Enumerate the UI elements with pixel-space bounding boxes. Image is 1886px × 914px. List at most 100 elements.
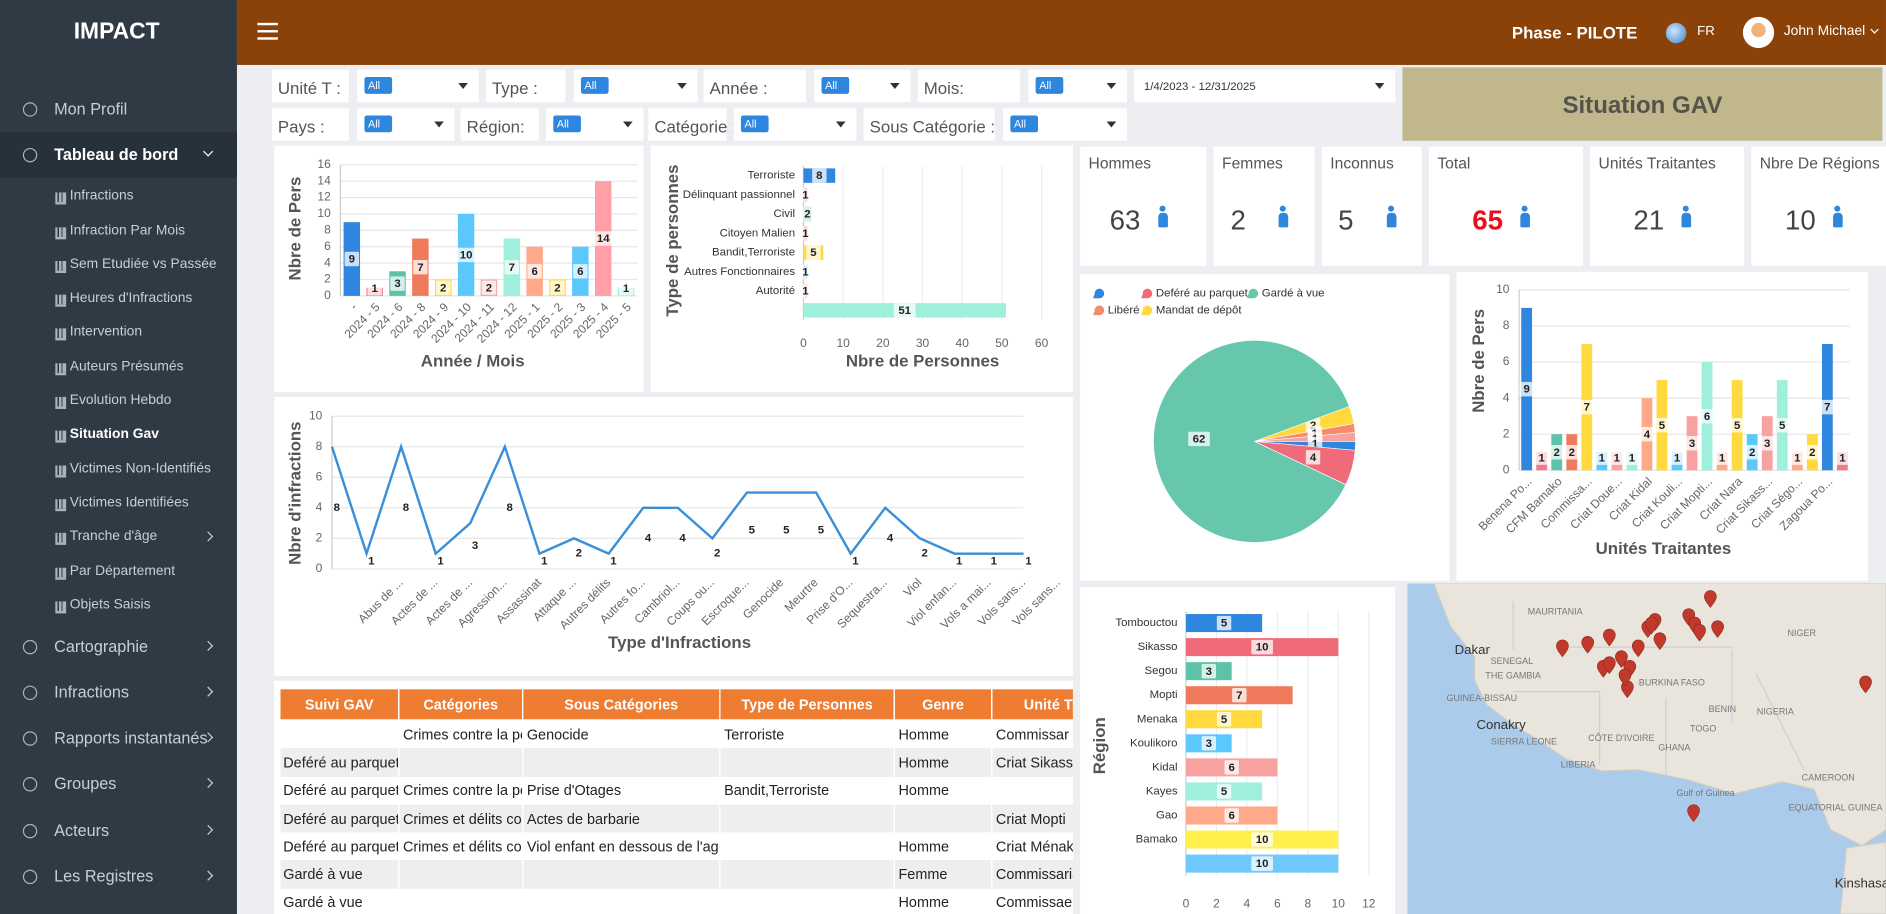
submenu-label[interactable]: Victimes Non-Identifiés — [69, 461, 211, 476]
menu-label[interactable]: Les Registres — [54, 866, 154, 886]
y-tick-label: 10 — [309, 408, 323, 422]
menu-icon — [22, 102, 38, 117]
filter-value[interactable]: All — [1035, 76, 1064, 94]
y-tick-label: Autorité — [756, 285, 795, 297]
table-cell: Crimes et délits con — [398, 804, 524, 833]
chevron — [202, 686, 214, 697]
submenu-label[interactable]: Infractions — [69, 189, 134, 204]
submenu-label[interactable]: Evolution Hebdo — [69, 393, 172, 408]
filter-select[interactable]: All — [546, 108, 644, 141]
menu-label[interactable]: Mon Profil — [54, 99, 128, 118]
table-cell: Genocide — [522, 719, 721, 749]
filter-select[interactable]: All — [814, 69, 911, 103]
submenu-label[interactable]: Auteurs Présumés — [69, 359, 184, 374]
data-label: 5 — [1779, 420, 1786, 432]
panel-title: Situation GAV — [1402, 67, 1883, 141]
x-tick-label: 30 — [916, 336, 930, 350]
data-label-box — [1216, 712, 1232, 727]
filter-select[interactable]: All — [357, 108, 455, 141]
menu-label[interactable]: Rapports instantanés — [54, 729, 208, 748]
submenu-label[interactable]: Par Département — [69, 563, 176, 578]
submenu-icon — [55, 328, 67, 341]
table-cell: Homme — [894, 776, 993, 805]
filter-value[interactable]: All — [553, 115, 581, 133]
data-label: 51 — [898, 305, 911, 317]
legend-marker — [1142, 288, 1153, 299]
y-tick-label: 2 — [1503, 426, 1510, 440]
date-range-select[interactable]: 1/4/2023 - 12/31/2025 — [1134, 69, 1396, 103]
submenu-icon — [55, 294, 67, 307]
table-cell: Viol enfant en dessous de l'age — [522, 832, 721, 861]
y-tick-label: 0 — [1503, 462, 1510, 476]
chart-panel — [274, 396, 1073, 676]
x-tick-label: 4 — [1244, 897, 1251, 911]
submenu-label[interactable]: Infraction Par Mois — [69, 223, 186, 238]
data-label: 4 — [645, 532, 652, 544]
menu-icon — [22, 777, 38, 792]
caret — [1106, 82, 1117, 90]
filter-label: Mois: — [917, 69, 1020, 103]
y-tick-label: 8 — [1503, 318, 1510, 332]
language-icon[interactable] — [1665, 22, 1687, 44]
filter-select[interactable]: All — [1028, 69, 1128, 103]
table-cell: Commissaria — [991, 860, 1073, 889]
y-tick-label: Délinquant passionnel — [683, 189, 795, 201]
data-label-box — [1216, 615, 1232, 631]
submenu-label[interactable]: Intervention — [69, 325, 143, 340]
data-label-box — [481, 280, 497, 295]
menu-label[interactable]: Acteurs — [54, 821, 110, 840]
data-label: 1 — [1539, 452, 1546, 464]
user-caret[interactable] — [1870, 25, 1879, 34]
map-label: NIGER — [1788, 628, 1817, 638]
filter-value[interactable]: All — [364, 115, 393, 133]
data-label-box — [1251, 832, 1273, 847]
data-label: 6 — [1228, 762, 1234, 774]
chevron — [202, 870, 214, 881]
date-range[interactable]: 1/4/2023 - 12/31/2025 — [1143, 80, 1256, 94]
y-tick-label: Bamako — [1136, 834, 1178, 846]
column-header: Catégories — [398, 688, 524, 721]
submenu-label[interactable]: Victimes Identifiées — [69, 495, 189, 510]
table-cell — [719, 804, 895, 833]
filter-value[interactable]: All — [821, 76, 850, 94]
filter-select[interactable]: All — [1003, 108, 1128, 141]
table-cell: Homme — [894, 748, 993, 777]
y-axis-title: Région — [1090, 717, 1109, 774]
language[interactable]: FR — [1697, 24, 1715, 39]
filter-select[interactable]: All — [573, 69, 698, 103]
y-tick-label: 0 — [324, 288, 331, 302]
filter-select[interactable]: All — [357, 69, 479, 103]
user-name[interactable]: John Michael — [1783, 24, 1866, 39]
menu-toggle[interactable] — [257, 22, 278, 26]
avatar[interactable] — [1742, 16, 1775, 49]
y-tick-label: 4 — [324, 255, 331, 269]
filter-value[interactable]: All — [580, 76, 609, 94]
submenu-label[interactable]: Heures d'Infractions — [69, 291, 193, 306]
y-tick-label: Sikasso — [1138, 641, 1178, 653]
data-label: 62 — [1193, 434, 1206, 446]
map-pin — [1704, 590, 1717, 608]
filter-select[interactable]: All — [733, 108, 857, 141]
filter-value[interactable]: All — [364, 76, 393, 94]
data-label: 8 — [507, 502, 513, 514]
submenu-label[interactable]: Tranche d'âge — [69, 529, 158, 544]
data-label-box — [1201, 736, 1217, 751]
menu-label[interactable]: Infractions — [54, 683, 130, 702]
data-label-box — [1820, 399, 1835, 415]
map-pin — [1687, 804, 1700, 822]
caret — [458, 82, 468, 90]
line — [330, 442, 1024, 558]
table-cell: Terroriste — [719, 719, 895, 749]
table-cell: Prise d'Otages — [522, 776, 721, 805]
submenu-label[interactable]: Objets Saisis — [69, 597, 151, 612]
submenu-label[interactable]: Sem Etudiée vs Passée — [69, 257, 217, 272]
menu-label[interactable]: Tableau de bord — [54, 145, 179, 164]
submenu-label[interactable]: Situation Gav — [69, 427, 159, 442]
menu-label[interactable]: Groupes — [54, 775, 117, 794]
filter-value[interactable]: All — [1010, 115, 1039, 133]
table: Suivi GAV Catégories Sous Catégories Type d… — [279, 688, 1073, 914]
filter-value[interactable]: All — [740, 115, 769, 133]
top-bar: Phase - PILOTE FR John Michael — [236, 0, 1886, 65]
menu-label[interactable]: Cartographie — [54, 637, 149, 656]
data-label-box — [1759, 436, 1775, 451]
